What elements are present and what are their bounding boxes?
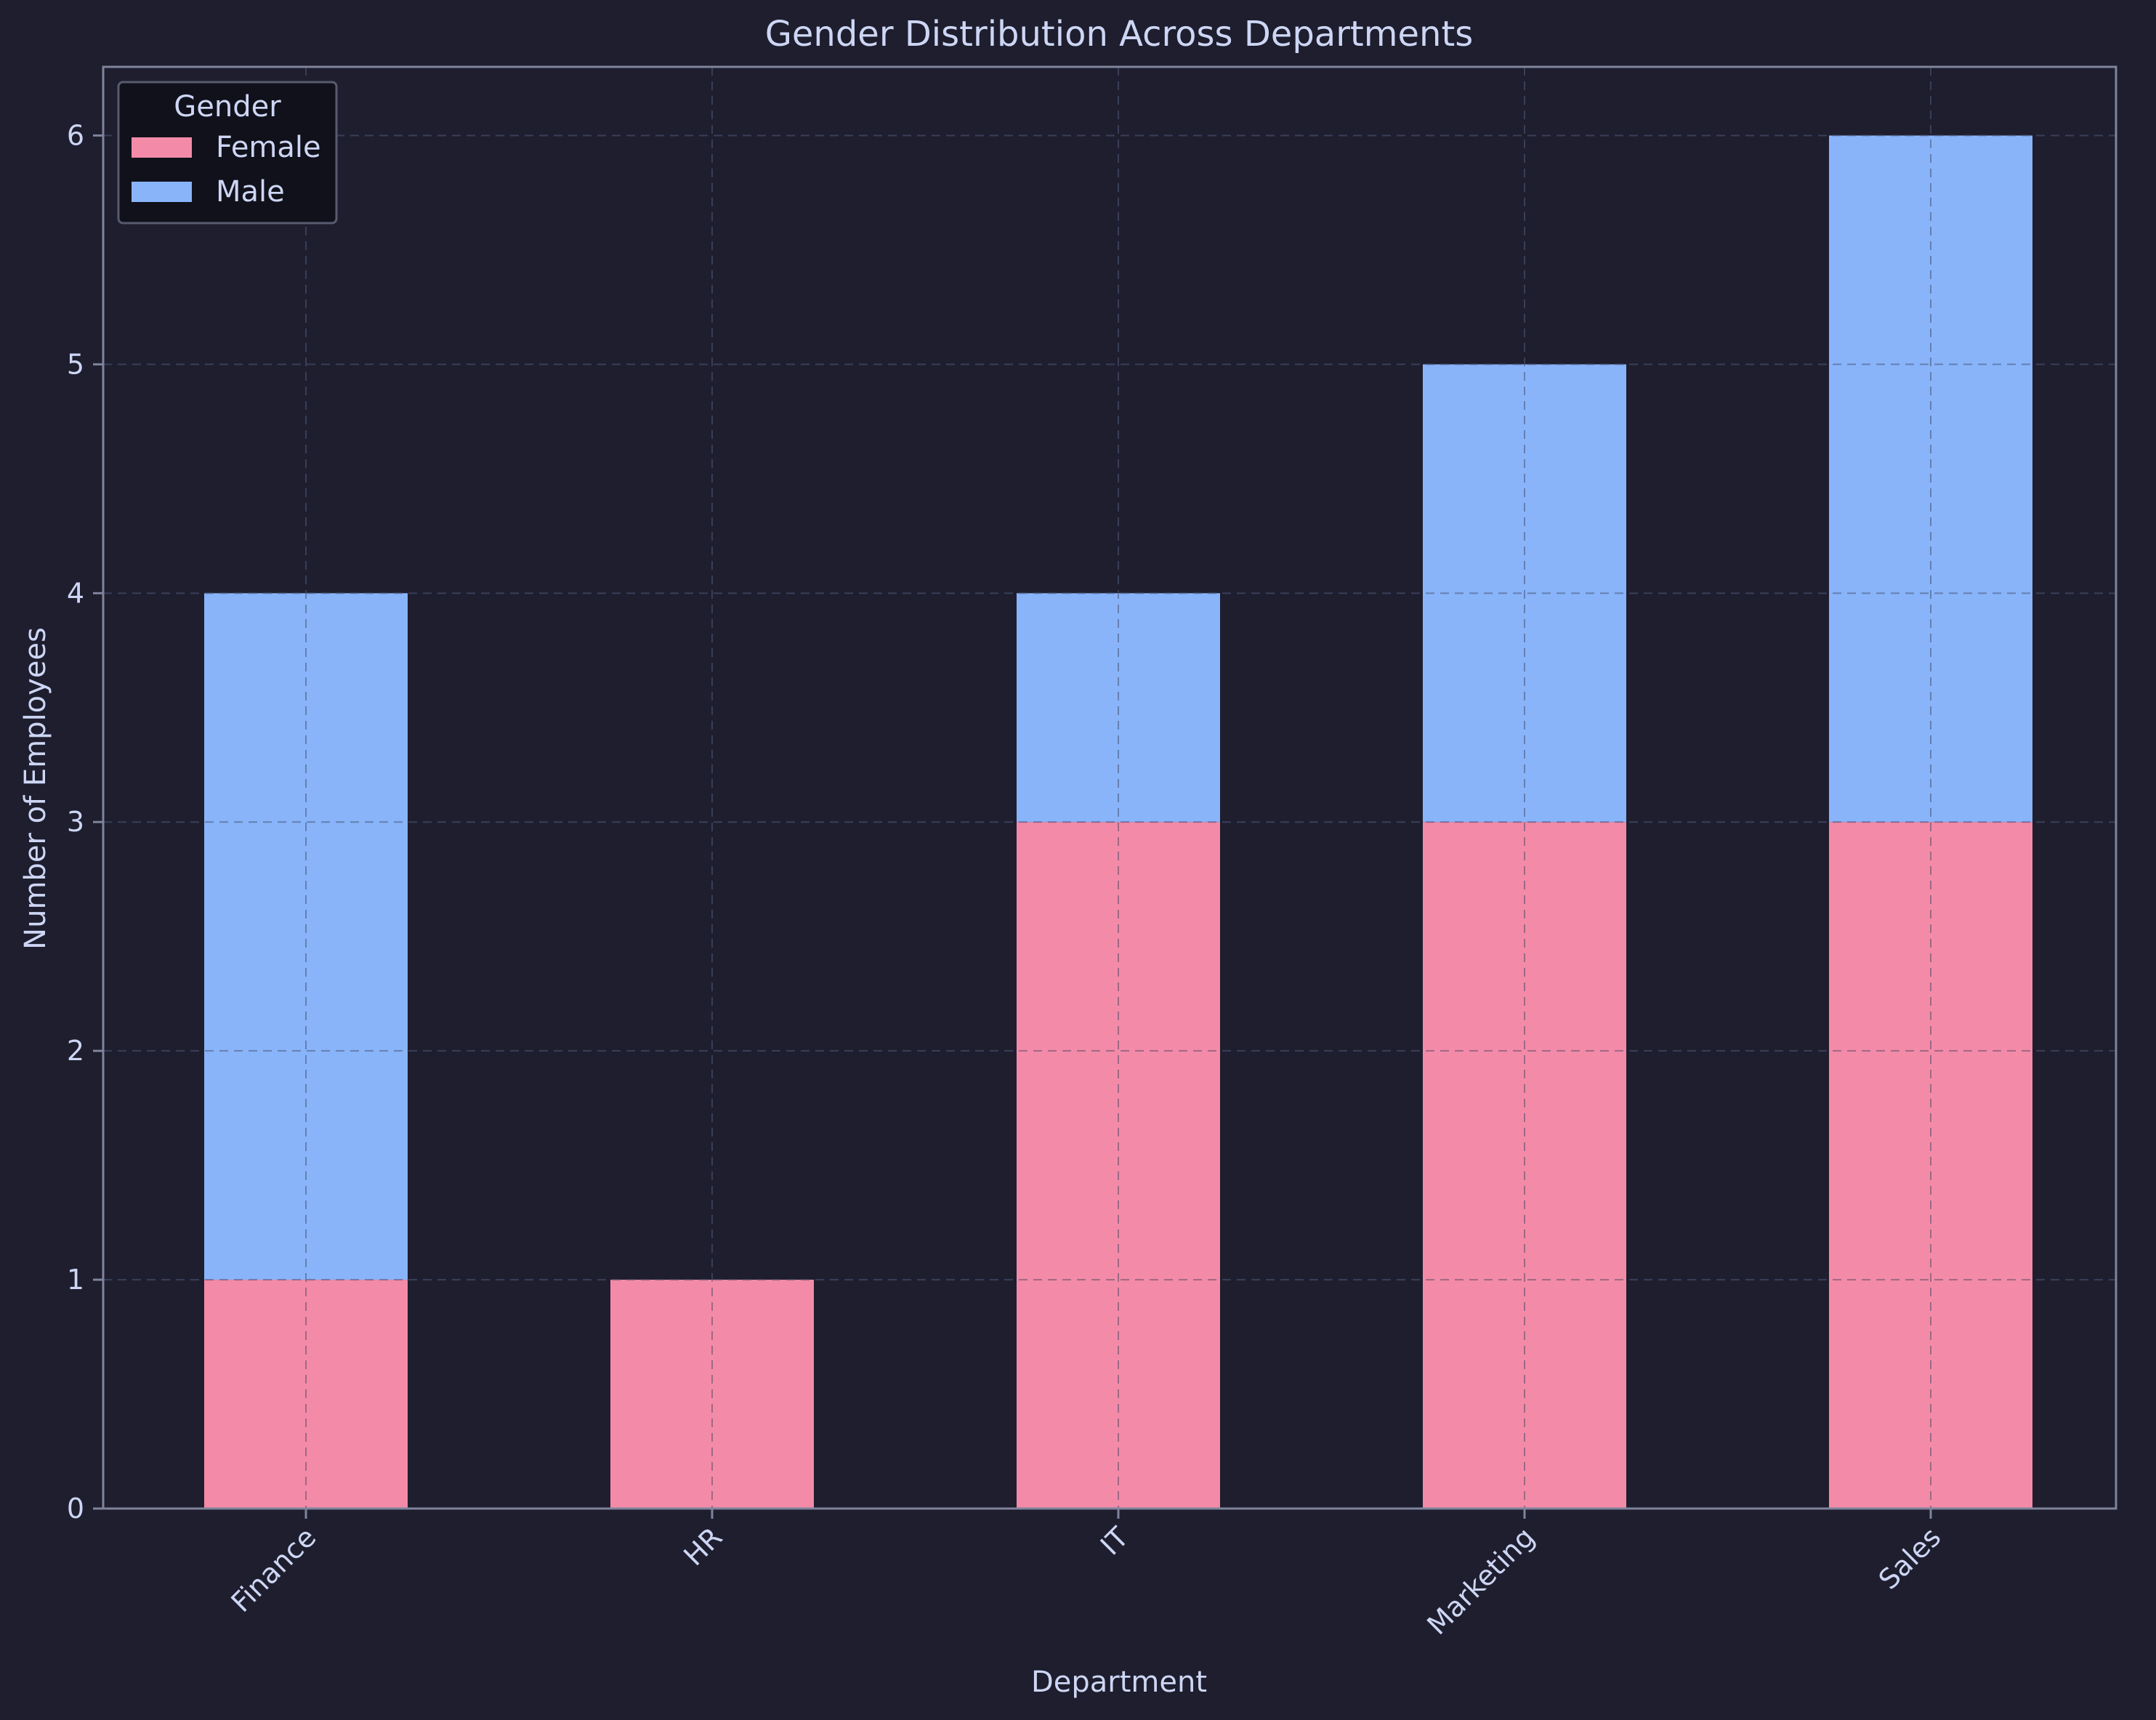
bar-female-hr [610,1280,814,1509]
bar-female-marketing [1423,822,1626,1509]
bar-female-sales [1829,822,2032,1509]
legend-swatch-male [132,182,192,202]
y-tick-label: 5 [67,348,84,380]
bar-male-it [1017,593,1220,823]
y-tick-label: 2 [67,1035,84,1067]
bar-female-finance [204,1280,408,1509]
bar-male-marketing [1423,364,1626,823]
bar-male-finance [204,593,408,1280]
chart-title: Gender Distribution Across Departments [765,14,1474,54]
y-axis-label: Number of Employees [19,627,52,950]
plot-frame [102,65,2117,1510]
bar-female-it [1017,822,1220,1509]
y-tick-label: 6 [67,119,84,151]
y-tick-label: 3 [67,806,84,838]
y-tick-label: 4 [67,577,84,609]
legend-label-female: Female [216,131,321,164]
y-tick-label: 0 [67,1493,84,1525]
legend-swatch-female [132,137,192,158]
y-tick-label: 1 [67,1264,84,1296]
legend-title: Gender [174,90,281,124]
x-axis-label: Department [1031,1666,1207,1699]
axes-layer [102,65,2117,1510]
legend-label-male: Male [216,175,285,209]
bar-male-sales [1829,135,2032,823]
bars-layer [103,67,2116,1509]
legend: Gender Female Male [117,81,338,225]
